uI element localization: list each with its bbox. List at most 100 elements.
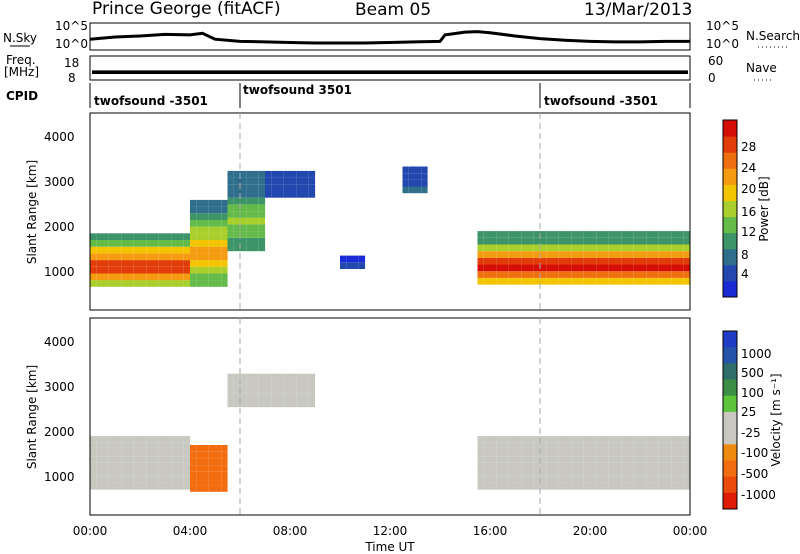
- vel-cells-cell-30: [108, 442, 116, 450]
- vel-cells-cell-33: [115, 476, 122, 483]
- power-cells-cell-588: [671, 237, 678, 245]
- power-cells-cell-302: [302, 191, 309, 198]
- power-cells-cell-546: [640, 251, 647, 258]
- power-cells-cell-207: [227, 237, 234, 245]
- power-cells-cell-274: [258, 191, 266, 198]
- vel-cells-cell-484: [665, 456, 672, 463]
- power-cells-cell-479: [590, 271, 597, 278]
- power-cells-cell-47: [121, 233, 128, 240]
- beam-title: Beam 05: [355, 0, 431, 20]
- power-cells-cell-25: [108, 273, 116, 281]
- vel-cells-cell-430: [621, 442, 628, 450]
- vel-cells-cell-274: [502, 469, 509, 477]
- power-cells-cell-381: [508, 231, 516, 238]
- power-cells-cell-188: [215, 226, 222, 234]
- vel-cells-cell-173: [227, 380, 234, 388]
- power-cells-cell-537: [633, 257, 641, 265]
- power-cells-cell-457: [571, 257, 578, 265]
- noise-right-tick-top: 10^5: [706, 19, 739, 33]
- vel-cells-cell-1: [90, 476, 97, 483]
- vel-cells-cell-318: [533, 442, 541, 450]
- power-cells-cell-422: [546, 277, 553, 285]
- power-cells-cell-150: [196, 220, 203, 227]
- vel-colorbar-swatch-0: [723, 331, 737, 348]
- cpid-segment-1: twofsound 3501: [243, 83, 352, 97]
- power-cells-cell-596: [677, 237, 684, 245]
- vel-cells-cell-258: [490, 469, 497, 477]
- power-cells-cell-503: [608, 271, 616, 278]
- power-cells-cell-60: [133, 253, 141, 261]
- vel-cells-cell-452: [640, 456, 647, 463]
- vel-cells-cell-96: [165, 482, 172, 490]
- vel-cells-cell-427: [621, 462, 628, 470]
- vel-cells-cell-51: [127, 462, 134, 470]
- cpid-label: CPID: [6, 89, 38, 103]
- power-cells-cell-282: [271, 191, 278, 198]
- power-cells-cell-590: [677, 277, 684, 285]
- vel-cells-cell-415: [608, 436, 616, 443]
- vel-cells-cell-177: [233, 387, 241, 394]
- power-cells-cell-345: [483, 257, 491, 265]
- power-cells-cell-20: [102, 253, 109, 261]
- power-cells-cell-312: [346, 262, 353, 269]
- velocity-cb-tick-neg100: -100: [741, 446, 768, 460]
- power-cells-cell-414: [540, 277, 547, 285]
- x-tick-0: 00:00: [73, 524, 108, 538]
- power-cells-cell-2: [90, 266, 97, 274]
- power-cells-cell-419: [540, 244, 547, 252]
- vel-cells-cell-285: [508, 449, 516, 457]
- power-cells-cell-578: [665, 251, 672, 258]
- vel-cells-cell-197: [258, 387, 266, 394]
- cpid-segment-0: twofsound -3501: [94, 94, 208, 108]
- power-cells-cell-215: [227, 184, 234, 191]
- power-cells-cell-96: [165, 280, 172, 287]
- power-cells-cell-536: [633, 264, 641, 272]
- power-cells-cell-595: [677, 244, 684, 252]
- power-cells-cell-283: [271, 184, 278, 191]
- power-cells-cell-431: [552, 271, 559, 278]
- power-cells-cell-212: [227, 204, 234, 212]
- power-cells-cell-408: [533, 264, 541, 272]
- vel-cells-cell-269: [496, 449, 503, 457]
- power-cells-cell-159: [202, 246, 209, 254]
- power-cells-cell-285: [271, 170, 278, 178]
- power-cells-cell-472: [583, 264, 591, 272]
- vel-cells-cell-338: [552, 469, 559, 477]
- vel-cells-cell-423: [615, 436, 622, 443]
- power-cells-cell-270: [258, 217, 266, 225]
- vel-cells-cell-458: [646, 469, 653, 477]
- velocity-ytick-1000: 1000: [44, 470, 75, 484]
- vel-cells-cell-368: [577, 482, 584, 490]
- power-cells-cell-329: [415, 166, 422, 174]
- vel-cells-cell-487: [665, 436, 672, 443]
- power-cells-cell-497: [602, 257, 609, 265]
- power-cells-cell-396: [521, 237, 528, 245]
- vel-cells-cell-156: [215, 485, 222, 492]
- vel-cells-cell-295: [515, 436, 522, 443]
- vel-cells-cell-144: [202, 471, 209, 479]
- vel-cells-cell-59: [133, 462, 141, 470]
- power-cells-cell-82: [152, 266, 159, 274]
- power-cells-cell-364: [496, 237, 503, 245]
- power-cells-cell-418: [540, 251, 547, 258]
- vel-cells-cell-310: [527, 442, 534, 450]
- power-cells-cell-78: [146, 240, 153, 247]
- power-cells-cell-193: [221, 280, 228, 287]
- power-cells-cell-436: [552, 237, 559, 245]
- power-cells-cell-13: [96, 246, 103, 254]
- vel-cells-cell-376: [583, 482, 591, 490]
- power-cells-cell-509: [608, 231, 616, 238]
- vel-cells-cell-383: [583, 436, 591, 443]
- vel-cells-cell-302: [521, 442, 528, 450]
- power-cells-cell-92: [158, 253, 166, 261]
- vel-cells-cell-324: [540, 456, 547, 463]
- vel-cells-cell-495: [671, 436, 678, 443]
- vel-cells-cell-419: [615, 462, 622, 470]
- vel-cells-cell-213: [277, 380, 284, 388]
- power-cells-cell-16: [102, 280, 109, 287]
- power-cells-cell-33: [115, 273, 122, 281]
- power-cells-cell-535: [633, 271, 641, 278]
- vel-cells-cell-499: [677, 462, 684, 470]
- power-cells-cell-326: [415, 186, 422, 194]
- power-cells-cell-391: [521, 271, 528, 278]
